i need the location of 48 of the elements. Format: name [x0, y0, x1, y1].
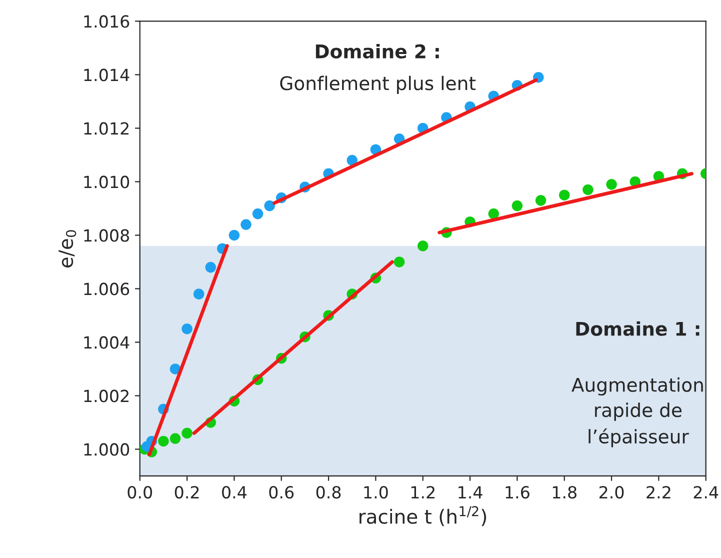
- y-axis-title: e/e$_{0}$: [58, 230, 76, 268]
- point: [535, 195, 546, 206]
- x-tick-label: 2.4: [694, 486, 718, 498]
- point: [417, 240, 428, 252]
- x-tick-label: 1.8: [552, 486, 576, 499]
- x-tick-label: 0.6: [269, 486, 294, 499]
- x-tick-label: 1.4: [458, 486, 482, 498]
- point: [182, 428, 192, 439]
- point: [264, 200, 275, 212]
- point: [240, 219, 252, 230]
- y-tick-label: 1.016: [84, 15, 130, 28]
- point: [252, 208, 264, 220]
- point: [606, 179, 617, 190]
- y-tick-label: 1.014: [84, 68, 130, 82]
- x-tick-label: 1.2: [411, 486, 434, 498]
- point: [582, 184, 594, 196]
- x-tick-label: 2.0: [599, 486, 624, 499]
- x-axis-title: racine t (h$^{1/2}$): [360, 506, 486, 526]
- point: [193, 288, 204, 300]
- annotation: Domaine 2 :: [316, 44, 439, 58]
- x-tick-label: 0.0: [128, 486, 152, 499]
- point: [205, 262, 216, 273]
- y-tick-label: 1.012: [84, 122, 128, 135]
- x-tick-label: 2.2: [646, 486, 670, 498]
- annotation: Domaine 1 :: [576, 321, 700, 336]
- point: [394, 256, 405, 268]
- y-tick-label: 1.004: [84, 336, 130, 349]
- x-tick-label: 0.2: [174, 486, 199, 499]
- point: [488, 208, 499, 220]
- y-tick-label: 1.008: [84, 229, 130, 242]
- y-tick-label: 1.006: [84, 282, 130, 296]
- y-tick-label: 1.000: [84, 443, 130, 456]
- point: [228, 230, 240, 241]
- point: [558, 190, 570, 200]
- point: [346, 154, 358, 166]
- point: [182, 323, 192, 334]
- y-tick-label: 1.002: [84, 390, 128, 402]
- x-tick-label: 0.4: [222, 486, 247, 499]
- annotation: Augmentation rapide de l’épaisseur: [572, 377, 703, 448]
- x-tick-label: 1.0: [364, 486, 388, 499]
- point: [158, 436, 169, 447]
- y-tick-label: 1.010: [84, 176, 130, 188]
- x-tick-label: 0.8: [316, 486, 341, 499]
- point: [170, 364, 181, 374]
- point: [170, 433, 181, 444]
- annotation: Gonflement plus lent: [280, 76, 476, 94]
- point: [512, 200, 523, 212]
- x-tick-label: 1.6: [506, 486, 530, 499]
